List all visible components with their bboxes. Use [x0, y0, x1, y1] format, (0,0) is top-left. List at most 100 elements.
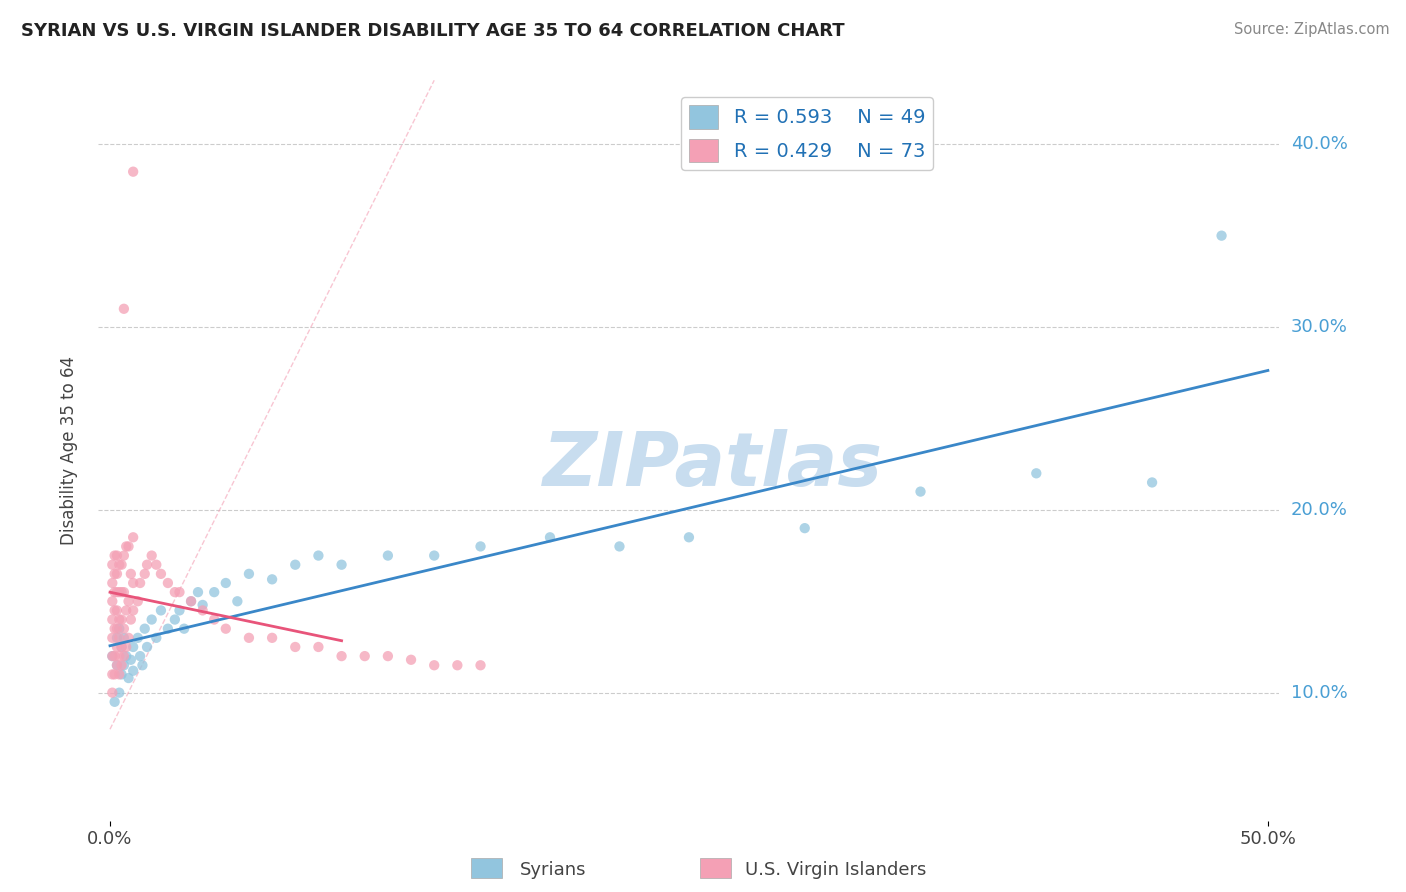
Point: [145, 631, 167, 645]
Point: [105, 566, 128, 581]
Text: 40.0%: 40.0%: [1291, 136, 1347, 153]
Point: [399, 653, 422, 667]
Text: Syrians: Syrians: [520, 861, 586, 879]
Point: [1140, 475, 1163, 490]
Point: [307, 549, 329, 563]
Point: [108, 631, 131, 645]
Point: [129, 649, 152, 664]
Point: [134, 622, 156, 636]
Point: [105, 631, 128, 645]
Legend: R = 0.593    N = 49, R = 0.429    N = 73: R = 0.593 N = 49, R = 0.429 N = 73: [681, 97, 934, 170]
Text: SYRIAN VS U.S. VIRGIN ISLANDER DISABILITY AGE 35 TO 64 CORRELATION CHART: SYRIAN VS U.S. VIRGIN ISLANDER DISABILIT…: [21, 22, 845, 40]
Point: [101, 576, 124, 591]
Point: [609, 540, 631, 554]
Point: [104, 649, 127, 664]
Point: [127, 631, 149, 645]
Point: [226, 594, 249, 608]
Point: [129, 576, 152, 591]
Point: [191, 603, 214, 617]
Point: [793, 521, 815, 535]
Point: [330, 649, 353, 664]
Point: [262, 572, 284, 586]
Point: [134, 566, 156, 581]
Point: [104, 622, 127, 636]
Point: [136, 640, 159, 654]
Point: [117, 631, 139, 645]
Point: [108, 613, 131, 627]
Point: [202, 585, 225, 599]
Point: [108, 667, 131, 681]
Point: [307, 640, 329, 654]
Point: [112, 658, 135, 673]
Point: [156, 622, 179, 636]
Point: [105, 658, 128, 673]
Point: [122, 640, 145, 654]
Point: [117, 671, 139, 685]
Point: [104, 585, 127, 599]
Point: [910, 484, 932, 499]
Point: [112, 549, 135, 563]
Point: [120, 613, 142, 627]
Point: [117, 540, 139, 554]
Point: [377, 649, 399, 664]
Point: [131, 658, 153, 673]
Point: [115, 603, 138, 617]
Point: [120, 566, 142, 581]
Text: 10.0%: 10.0%: [1291, 683, 1347, 702]
Point: [101, 558, 124, 572]
Point: [141, 613, 163, 627]
Point: [423, 658, 446, 673]
Point: [149, 566, 172, 581]
Point: [377, 549, 399, 563]
Point: [112, 622, 135, 636]
Point: [105, 658, 128, 673]
Y-axis label: Disability Age 35 to 64: Disability Age 35 to 64: [59, 356, 77, 545]
Point: [145, 558, 167, 572]
Point: [105, 603, 128, 617]
Point: [446, 658, 468, 673]
Point: [110, 667, 132, 681]
Point: [1025, 467, 1047, 481]
Point: [470, 658, 492, 673]
Point: [108, 585, 131, 599]
Point: [108, 686, 131, 700]
Point: [101, 667, 124, 681]
Point: [104, 603, 127, 617]
Point: [101, 631, 124, 645]
Text: Source: ZipAtlas.com: Source: ZipAtlas.com: [1233, 22, 1389, 37]
Point: [169, 603, 191, 617]
Point: [262, 631, 284, 645]
Point: [215, 622, 238, 636]
Point: [122, 530, 145, 544]
Point: [105, 640, 128, 654]
Point: [353, 649, 375, 664]
Point: [104, 549, 127, 563]
Point: [238, 631, 260, 645]
Point: [122, 664, 145, 678]
Point: [122, 576, 145, 591]
Point: [122, 603, 145, 617]
Point: [1211, 228, 1233, 243]
Point: [191, 598, 214, 612]
Point: [117, 594, 139, 608]
Point: [180, 594, 202, 608]
Point: [169, 585, 191, 599]
Point: [156, 576, 179, 591]
Point: [163, 585, 186, 599]
Point: [110, 658, 132, 673]
Point: [105, 549, 128, 563]
Point: [120, 653, 142, 667]
Point: [215, 576, 238, 591]
Point: [112, 585, 135, 599]
Point: [104, 566, 127, 581]
Point: [238, 566, 260, 581]
Point: [678, 530, 700, 544]
Text: ZIPatlas: ZIPatlas: [543, 429, 883, 502]
Point: [105, 585, 128, 599]
Point: [112, 631, 135, 645]
Point: [110, 585, 132, 599]
Point: [173, 622, 195, 636]
Point: [108, 649, 131, 664]
Text: 20.0%: 20.0%: [1291, 501, 1347, 519]
Point: [149, 603, 172, 617]
